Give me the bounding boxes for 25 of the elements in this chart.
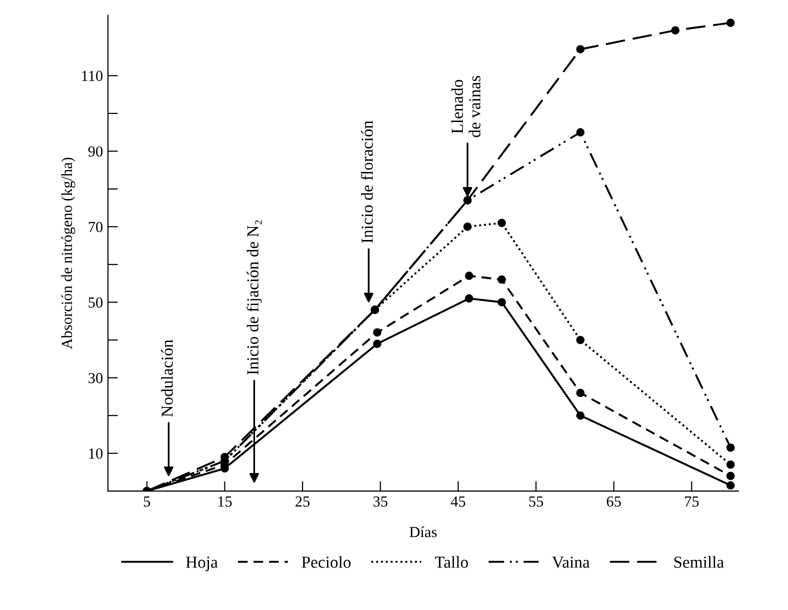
- y-tick-label: 70: [88, 222, 103, 232]
- y-tick-label: 90: [88, 146, 103, 157]
- x-tick-label: 15: [218, 496, 232, 507]
- x-tick-label: 25: [296, 496, 310, 507]
- x-tick-label: 65: [606, 496, 621, 507]
- annotation: Llenado de vainas: [451, 76, 480, 138]
- x-tick-label: 55: [529, 496, 544, 507]
- y-tick-label: 50: [88, 297, 103, 308]
- x-tick-label: 75: [685, 496, 699, 507]
- legend-label: Peciolo: [302, 556, 351, 568]
- x-tick-label: 45: [450, 496, 466, 507]
- legend-label: Vaina: [552, 556, 590, 568]
- legend-label: Semilla: [674, 556, 724, 568]
- y-tick-label: 10: [89, 448, 103, 459]
- y-tick-label: 110: [82, 70, 103, 82]
- x-tick-label: 35: [373, 496, 388, 507]
- annotation: Inicio de fijación de N₂: [246, 220, 262, 375]
- x-axis-title: Días: [410, 526, 437, 538]
- y-axis-title: Absorción de nitrógeno (kg/ha): [61, 158, 76, 350]
- legend-label: Hoja: [186, 556, 218, 572]
- x-tick-label: 5: [144, 496, 150, 507]
- y-tick-label: 30: [88, 372, 103, 384]
- annotation: Inicio de floración: [360, 120, 373, 243]
- annotation: Nodulación: [161, 340, 173, 417]
- legend-label: Tallo: [434, 556, 468, 568]
